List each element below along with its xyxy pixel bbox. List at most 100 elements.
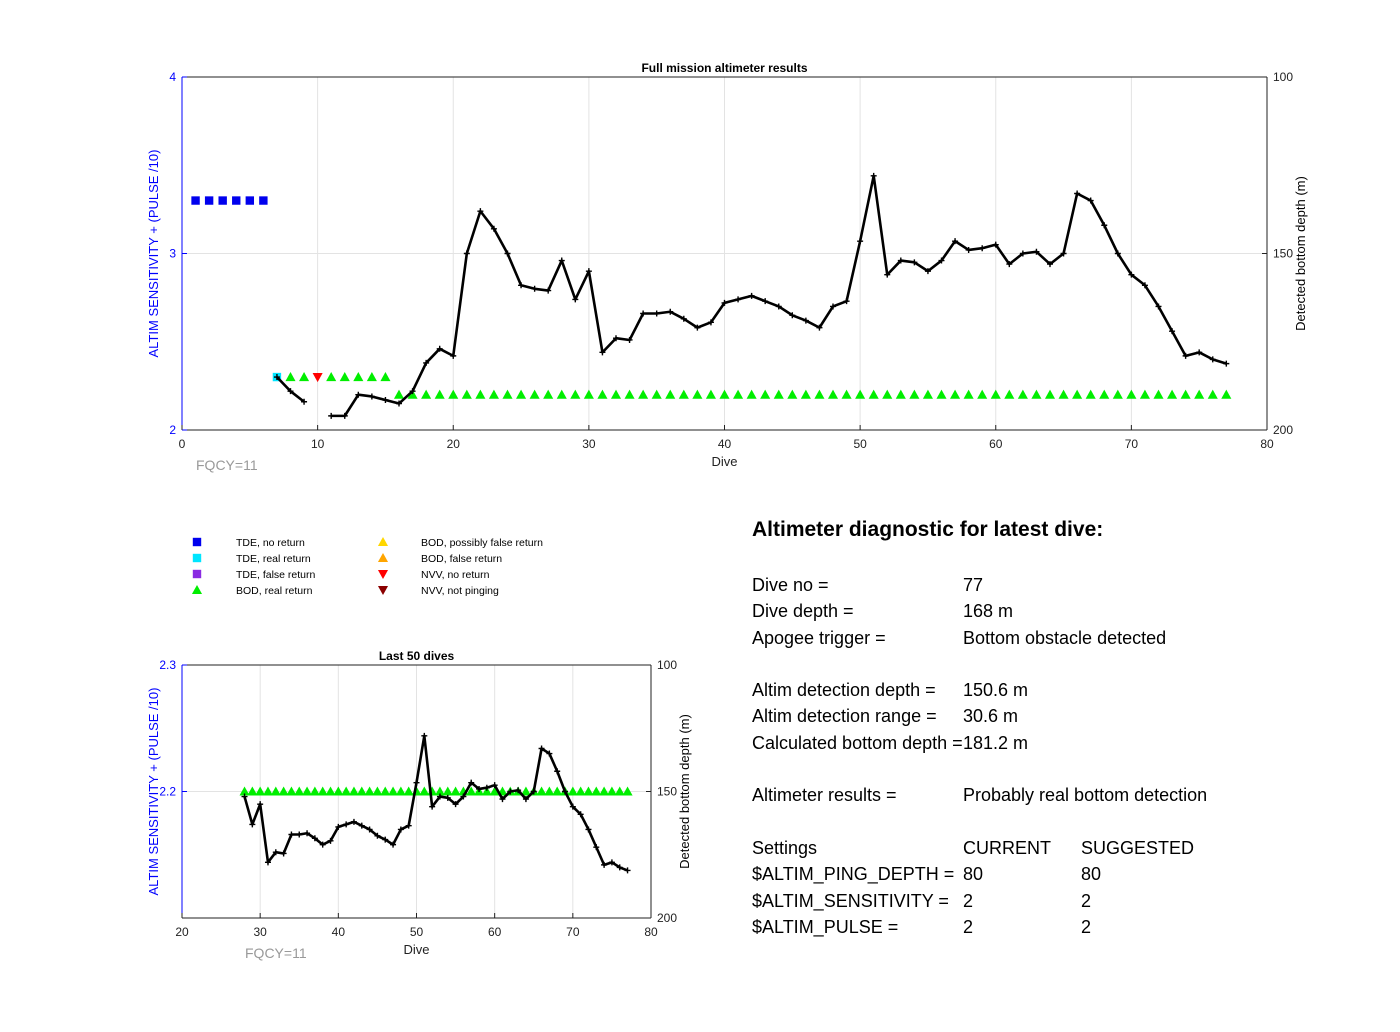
last-50-marker-bod-real-return bbox=[341, 786, 352, 796]
full-mission-depth-point bbox=[1182, 352, 1189, 359]
full-mission-depth-point bbox=[1141, 282, 1148, 289]
full-mission-x-label: Dive bbox=[711, 454, 737, 469]
full-mission-depth-point bbox=[1060, 250, 1067, 257]
legend-label: BOD, possibly false return bbox=[421, 537, 543, 549]
last-50-depth-point bbox=[397, 826, 404, 833]
last-50-depth-point bbox=[616, 864, 623, 871]
last-50-marker-bod-real-return bbox=[364, 786, 375, 796]
last-50-marker-bod-real-return bbox=[278, 786, 289, 796]
altimeter-results-label: Altimeter results = bbox=[752, 785, 897, 806]
last-50-y-right-tick-label: 150 bbox=[657, 785, 677, 799]
dive-depth-value: 168 m bbox=[963, 601, 1014, 622]
last-50-depth-point bbox=[468, 779, 475, 786]
full-mission-depth-point bbox=[1209, 356, 1216, 363]
full-mission-y-left-tick-label: 4 bbox=[169, 70, 176, 84]
full-mission-y-left-tick-label: 2 bbox=[169, 423, 176, 437]
full-mission-marker-bod-real-return bbox=[882, 389, 893, 399]
altimeter-results-row: Altimeter results = Probably real bottom… bbox=[752, 782, 1392, 808]
full-mission-x-tick-label: 40 bbox=[718, 437, 732, 451]
full-mission-marker-bod-real-return bbox=[461, 389, 472, 399]
full-mission-x-tick-label: 10 bbox=[311, 437, 325, 451]
last-50-marker-bod-real-return bbox=[489, 786, 500, 796]
last-50-title: Last 50 dives bbox=[379, 649, 455, 663]
apogee-label: Apogee trigger = bbox=[752, 627, 886, 648]
full-mission-marker-bod-real-return bbox=[651, 389, 662, 399]
full-mission-depth-point bbox=[748, 292, 755, 299]
legend-marker bbox=[377, 552, 389, 563]
full-mission-marker-nvv-no-return bbox=[312, 373, 323, 383]
last-50-y-left-label: ALTIM SENSITIVITY + (PULSE /10) bbox=[146, 688, 161, 896]
full-mission-depth-point bbox=[368, 393, 375, 400]
last-50-depth-point bbox=[343, 821, 350, 828]
last-50-marker-bod-real-return bbox=[583, 786, 594, 796]
full-mission-depth-point bbox=[518, 282, 525, 289]
full-mission-marker-bod-real-return bbox=[936, 389, 947, 399]
suggested-header: SUGGESTED bbox=[1081, 837, 1195, 858]
full-mission-marker-bod-real-return bbox=[719, 389, 730, 399]
last-50-marker-bod-real-return bbox=[536, 786, 547, 796]
last-50-depth-point bbox=[319, 841, 326, 848]
last-50-marker-bod-real-return bbox=[552, 786, 563, 796]
last-50-marker-bod-real-return bbox=[599, 786, 610, 796]
ping-depth-suggested: 80 bbox=[1081, 864, 1102, 885]
last-50-marker-bod-real-return bbox=[395, 786, 406, 796]
full-mission-marker-bod-real-return bbox=[380, 372, 391, 382]
full-mission-marker-bod-real-return bbox=[529, 389, 540, 399]
last-50-depth-point bbox=[499, 796, 506, 803]
full-mission-marker-bod-real-return bbox=[787, 389, 798, 399]
full-mission-marker-bod-real-return bbox=[909, 389, 920, 399]
full-mission-marker-bod-real-return bbox=[1207, 389, 1218, 399]
last-50-depth-point bbox=[554, 768, 561, 775]
legend-label: TDE, no return bbox=[236, 537, 305, 549]
altim-detection-range-label: Altim detection range = bbox=[752, 706, 937, 727]
full-mission-marker-bod-real-return bbox=[1126, 389, 1137, 399]
diagnostic-panel: Altimeter diagnostic for latest dive: Di… bbox=[752, 518, 1392, 940]
legend-marker bbox=[192, 569, 202, 579]
apogee-value: Bottom obstacle detected bbox=[963, 627, 1167, 648]
last-50-depth-point bbox=[264, 859, 271, 866]
full-mission-marker-bod-real-return bbox=[773, 389, 784, 399]
last-50-marker-bod-real-return bbox=[606, 786, 617, 796]
full-mission-marker-bod-real-return bbox=[678, 389, 689, 399]
full-mission-depth-point bbox=[409, 388, 416, 395]
last-50-fqcy-annotation: FQCY=11 bbox=[245, 945, 307, 961]
full-mission-depth-point bbox=[355, 391, 362, 398]
full-mission-marker-bod-real-return bbox=[366, 372, 377, 382]
full-mission-marker-bod-real-return bbox=[1112, 389, 1123, 399]
legend-marker bbox=[377, 585, 389, 596]
last-50-x-tick-label: 30 bbox=[253, 925, 267, 939]
last-50-y-left-tick-label: 2.2 bbox=[159, 785, 176, 799]
altim-detection-depth-label: Altim detection depth = bbox=[752, 680, 936, 701]
full-mission-marker-tde-no-return bbox=[259, 196, 268, 205]
full-mission-depth-point bbox=[924, 268, 931, 275]
sensitivity-current: 2 bbox=[963, 890, 974, 911]
full-mission-marker-bod-real-return bbox=[1139, 389, 1150, 399]
full-mission-depth-point bbox=[328, 412, 335, 419]
legend-marker bbox=[377, 569, 389, 580]
last-50-marker-bod-real-return bbox=[239, 786, 250, 796]
full-mission-marker-bod-real-return bbox=[624, 389, 635, 399]
last-50-marker-bod-real-return bbox=[247, 786, 258, 796]
full-mission-x-tick-label: 30 bbox=[582, 437, 596, 451]
full-mission-depth-point bbox=[843, 298, 850, 305]
full-mission-marker-bod-real-return bbox=[1221, 389, 1232, 399]
full-mission-depth-point bbox=[504, 250, 511, 257]
full-mission-marker-bod-real-return bbox=[1044, 389, 1056, 399]
last-50-marker-bod-real-return bbox=[567, 786, 578, 796]
full-mission-marker-bod-real-return bbox=[353, 372, 364, 382]
full-mission-marker-bod-real-return bbox=[1194, 389, 1205, 399]
full-mission-depth-point bbox=[1223, 360, 1230, 367]
full-mission-marker-bod-real-return bbox=[746, 389, 757, 399]
full-mission-y-left-tick-label: 3 bbox=[169, 247, 176, 261]
last-50-depth-point bbox=[507, 788, 514, 795]
full-mission-depth-point bbox=[585, 268, 592, 275]
full-mission-depth-point bbox=[762, 298, 769, 305]
full-mission-depth-point bbox=[626, 336, 633, 343]
last-50-marker-bod-real-return bbox=[466, 786, 477, 796]
last-50-depth-point bbox=[483, 784, 490, 791]
full-mission-marker-bod-real-return bbox=[814, 389, 825, 399]
last-50-depth-point bbox=[608, 859, 615, 866]
last-50-depth-point bbox=[296, 831, 303, 838]
full-mission-depth-point bbox=[938, 257, 945, 264]
